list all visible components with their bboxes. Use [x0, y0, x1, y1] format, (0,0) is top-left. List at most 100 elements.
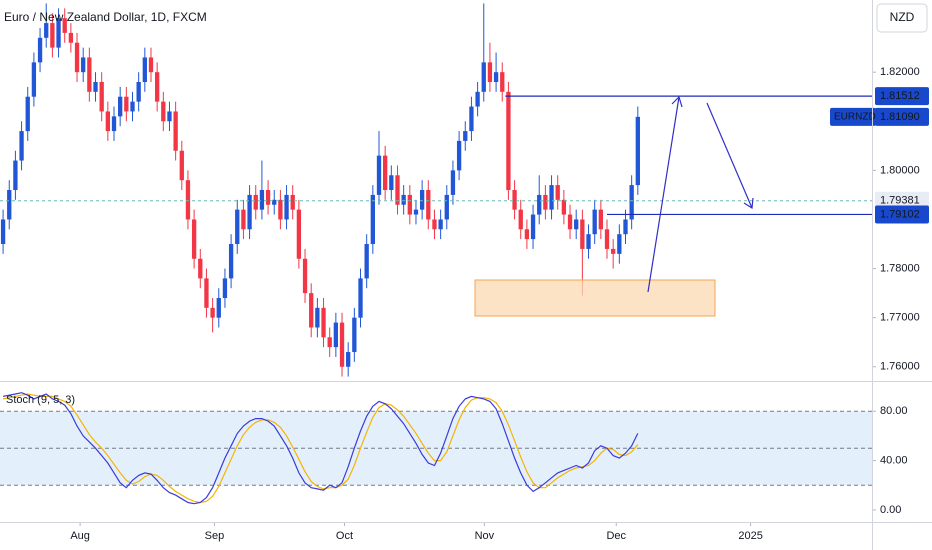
candle-body — [56, 18, 61, 48]
x-tick-label: Nov — [475, 530, 495, 542]
y-tick-label: 1.77000 — [880, 312, 920, 324]
y-tick-label: 1.78000 — [880, 262, 920, 274]
candle-body — [592, 209, 597, 235]
arrow-down — [706, 102, 753, 209]
candle-body — [567, 214, 573, 230]
candle-body — [321, 307, 326, 338]
candle-body — [222, 278, 228, 299]
candle-body — [376, 155, 382, 195]
candle-body — [44, 23, 49, 38]
candle-body — [475, 91, 480, 107]
candle-body — [383, 155, 388, 191]
candle-body — [419, 190, 425, 210]
candle-body — [198, 258, 203, 279]
candle-body — [235, 209, 240, 245]
candle-body — [259, 190, 265, 210]
candle-body — [142, 57, 147, 82]
candle-body — [407, 194, 412, 215]
candle-body — [413, 209, 419, 215]
candle-body — [0, 219, 6, 245]
candle-body — [389, 175, 394, 191]
arrow-up — [647, 96, 680, 293]
candle-body — [586, 234, 591, 249]
candle-body — [358, 278, 363, 318]
x-tick-label: Aug — [70, 530, 90, 542]
x-tick-label: Oct — [336, 530, 353, 542]
price-label-box — [875, 191, 929, 210]
candle-body — [210, 307, 215, 318]
candle-body — [191, 219, 197, 259]
candle-body — [284, 194, 289, 220]
candle-body — [74, 42, 80, 73]
x-tick-label: Sep — [205, 530, 225, 542]
candle-body — [315, 307, 320, 328]
symbol-box — [830, 107, 876, 126]
candle-body — [518, 209, 523, 230]
candle-body — [241, 209, 246, 230]
currency-box[interactable] — [876, 3, 928, 33]
candle-body — [456, 140, 462, 171]
candle-body — [333, 322, 339, 348]
indicator-title: Stoch (9, 5, 3) — [6, 394, 75, 406]
currency: NZD — [890, 10, 915, 24]
candle-body — [204, 278, 209, 308]
plot: 1.76000 1.77000 1.78000 1.80000 1.82000 Aug Se… — [0, 3, 929, 542]
y-tick-label: 40.00 — [880, 454, 908, 466]
candle-body — [161, 101, 166, 122]
candle-body — [339, 322, 345, 367]
y-tick-label: 1.80000 — [880, 164, 920, 176]
candle-body — [99, 81, 104, 112]
candle-body — [247, 194, 252, 230]
candle-body — [487, 62, 493, 82]
candle-body — [346, 352, 351, 367]
candle-body — [154, 72, 160, 102]
zone-box — [474, 279, 716, 317]
candle-body — [604, 229, 610, 249]
candle-body — [302, 258, 308, 294]
indicator-line — [2, 393, 639, 504]
candle-body — [253, 194, 258, 210]
candle-body — [25, 96, 30, 132]
candle-body — [512, 190, 517, 210]
candle-body — [296, 209, 302, 259]
price-label: 1.81512 — [880, 90, 920, 102]
indicator-line — [2, 392, 639, 505]
candle-body — [370, 194, 375, 245]
candle-body — [493, 72, 499, 82]
candle-body — [426, 190, 431, 220]
candle-body — [265, 190, 271, 205]
candle-body — [62, 18, 67, 33]
candle-body — [469, 106, 474, 132]
candle-body — [623, 219, 628, 235]
candle-body — [506, 91, 511, 191]
candle-body — [87, 57, 92, 92]
candle-body — [19, 131, 24, 161]
candle-body — [561, 199, 567, 215]
candle-body — [68, 32, 74, 43]
candle-body — [432, 219, 437, 230]
candle-body — [216, 298, 221, 318]
candle-body — [580, 219, 585, 249]
y-tick-label: 1.82000 — [880, 66, 920, 78]
price-label-box — [875, 87, 929, 106]
candle-body — [272, 199, 277, 205]
candle-body — [481, 62, 486, 92]
candle-body — [136, 81, 141, 102]
symbol-label: EURNZD — [834, 111, 876, 122]
price-label-box — [875, 107, 929, 126]
candle-body — [111, 116, 117, 132]
x-tick-label: 2025 — [738, 530, 762, 542]
candle-body — [629, 185, 634, 220]
candle-body — [93, 81, 98, 92]
candle-body — [31, 62, 37, 97]
candle-body — [13, 160, 18, 191]
candle-body — [635, 116, 640, 186]
candle-body — [7, 190, 12, 220]
candle-body — [81, 57, 86, 73]
candle-body — [228, 244, 234, 279]
candle-body — [352, 317, 357, 353]
candle-body — [364, 244, 369, 279]
x-tick-label: Dec — [606, 530, 626, 542]
candle-body — [167, 111, 172, 122]
